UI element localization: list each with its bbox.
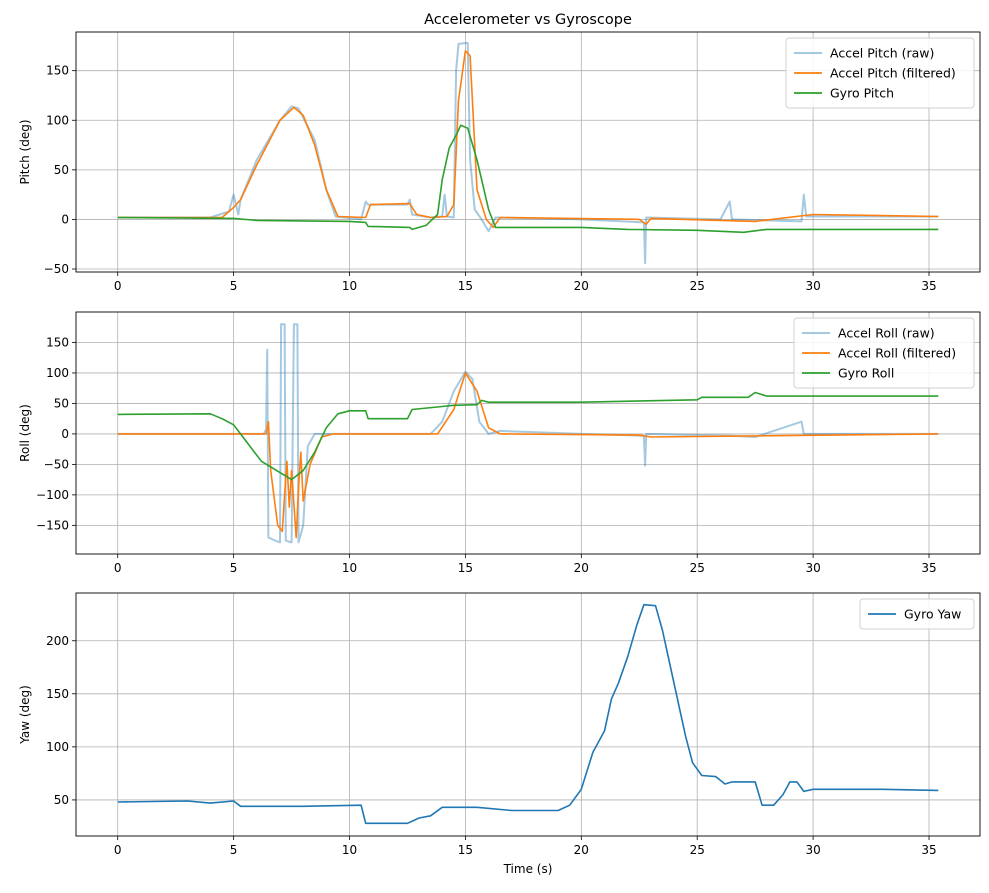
axes-frame xyxy=(75,592,981,837)
x-tick-label: 20 xyxy=(574,279,589,293)
x-tick-label: 35 xyxy=(921,279,936,293)
x-tick-label: 25 xyxy=(690,843,705,857)
y-tick-label: 150 xyxy=(46,64,69,78)
legend: Accel Pitch (raw) Accel Pitch (filtered) G… xyxy=(785,37,975,109)
x-tick-label: 0 xyxy=(114,279,122,293)
legend-box xyxy=(859,598,975,630)
x-tick-label: 25 xyxy=(690,561,705,575)
legend-label: Accel Roll (raw) xyxy=(838,326,935,341)
legend-label: Gyro Roll xyxy=(838,366,894,381)
x-tick-label: 30 xyxy=(805,279,820,293)
x-tick-label: 30 xyxy=(805,561,820,575)
x-tick-label: 20 xyxy=(574,561,589,575)
y-tick-label: −150 xyxy=(36,518,69,532)
series-group xyxy=(117,603,939,825)
series-line-accel-roll-filtered xyxy=(117,372,939,539)
panel-3: 0 5 10 15 20 25 30 35 50 100 150 200 Yaw (deg) Time (… xyxy=(18,592,981,876)
series-line-gyro-yaw xyxy=(117,603,939,825)
y-axis-label: Pitch (deg) xyxy=(18,119,32,184)
legend-label: Accel Pitch (filtered) xyxy=(830,66,956,81)
axes-frame xyxy=(75,311,981,555)
x-tick-label: 35 xyxy=(921,561,936,575)
x-tick-label: 5 xyxy=(230,561,238,575)
series-line-gyro-pitch xyxy=(117,124,939,234)
y-axis-label: Yaw (deg) xyxy=(18,685,32,745)
x-tick-label: 20 xyxy=(574,843,589,857)
x-tick-label: 25 xyxy=(690,279,705,293)
x-tick-label: 35 xyxy=(921,843,936,857)
panel-2: 0 5 10 15 20 25 30 35 −150 −100 −50 0 50 100 150 Roll (… xyxy=(18,311,981,575)
x-tick-label: 10 xyxy=(342,843,357,857)
y-tick-label: −100 xyxy=(36,488,69,502)
panel-1: 0 5 10 15 20 25 30 35 −50 0 50 100 150 Accelerometer … xyxy=(18,12,981,293)
y-tick-label: 150 xyxy=(46,335,69,349)
x-tick-label: 5 xyxy=(230,843,238,857)
y-tick-label: −50 xyxy=(44,262,69,276)
x-tick-label: 30 xyxy=(805,843,820,857)
x-tick-label: 10 xyxy=(342,279,357,293)
y-tick-label: 100 xyxy=(46,366,69,380)
y-tick-label: 50 xyxy=(54,396,69,410)
y-axis-label: Roll (deg) xyxy=(18,404,32,462)
y-tick-label: −50 xyxy=(44,457,69,471)
x-tick-label: 0 xyxy=(114,561,122,575)
legend-box xyxy=(785,37,975,109)
series-line-accel-pitch-filtered xyxy=(117,50,939,229)
y-tick-label: 150 xyxy=(46,687,69,701)
legend-label: Accel Pitch (raw) xyxy=(830,46,934,61)
x-tick-label: 0 xyxy=(114,843,122,857)
x-tick-label: 15 xyxy=(458,843,473,857)
legend-label: Gyro Yaw xyxy=(904,607,961,622)
legend-label: Gyro Pitch xyxy=(830,86,894,101)
x-tick-label: 5 xyxy=(230,279,238,293)
y-tick-label: 100 xyxy=(46,113,69,127)
x-axis-label: Time (s) xyxy=(503,862,553,876)
x-tick-label: 10 xyxy=(342,561,357,575)
series-line-gyro-roll xyxy=(117,391,939,481)
x-tick-label: 15 xyxy=(458,561,473,575)
series-group xyxy=(117,323,939,544)
axes-frame xyxy=(75,31,981,273)
x-tick-label: 15 xyxy=(458,279,473,293)
y-tick-label: 100 xyxy=(46,740,69,754)
legend-label: Accel Roll (filtered) xyxy=(838,346,956,361)
legend-box xyxy=(793,317,975,389)
y-tick-label: 50 xyxy=(54,163,69,177)
legend: Gyro Yaw xyxy=(859,598,975,630)
y-tick-label: 0 xyxy=(61,427,69,441)
legend: Accel Roll (raw) Accel Roll (filtered) Gyr… xyxy=(793,317,975,389)
y-tick-label: 200 xyxy=(46,634,69,648)
y-tick-label: 50 xyxy=(54,793,69,807)
series-group xyxy=(117,41,939,265)
y-tick-label: 0 xyxy=(61,212,69,226)
chart-title: Accelerometer vs Gyroscope xyxy=(424,12,632,28)
